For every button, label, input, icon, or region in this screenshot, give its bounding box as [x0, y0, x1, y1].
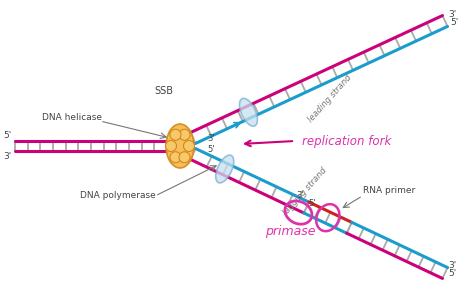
Text: 3': 3' [4, 152, 12, 161]
Circle shape [179, 129, 190, 140]
Text: 3': 3' [448, 261, 456, 270]
Ellipse shape [239, 98, 257, 126]
Text: 5': 5' [309, 198, 316, 207]
Text: DNA polymerase: DNA polymerase [80, 191, 156, 200]
Text: leading strand: leading strand [306, 74, 354, 125]
Ellipse shape [166, 124, 194, 168]
Text: 3': 3' [207, 134, 215, 143]
Ellipse shape [216, 155, 234, 183]
Circle shape [170, 152, 181, 163]
Text: SSB: SSB [155, 86, 173, 96]
Text: 5': 5' [448, 269, 456, 278]
Text: RNA primer: RNA primer [363, 186, 415, 195]
Circle shape [183, 141, 194, 152]
Circle shape [165, 141, 176, 152]
Circle shape [170, 129, 181, 140]
Text: replication fork: replication fork [302, 134, 391, 148]
Text: DNA helicase: DNA helicase [42, 113, 102, 123]
Text: 3': 3' [448, 10, 456, 19]
Text: lagging strand: lagging strand [282, 165, 328, 217]
Text: 5': 5' [207, 145, 215, 154]
Text: 5': 5' [450, 18, 458, 27]
Circle shape [179, 152, 190, 163]
Text: primase: primase [265, 225, 316, 237]
Text: 5': 5' [4, 131, 12, 140]
Text: 3': 3' [296, 191, 304, 200]
